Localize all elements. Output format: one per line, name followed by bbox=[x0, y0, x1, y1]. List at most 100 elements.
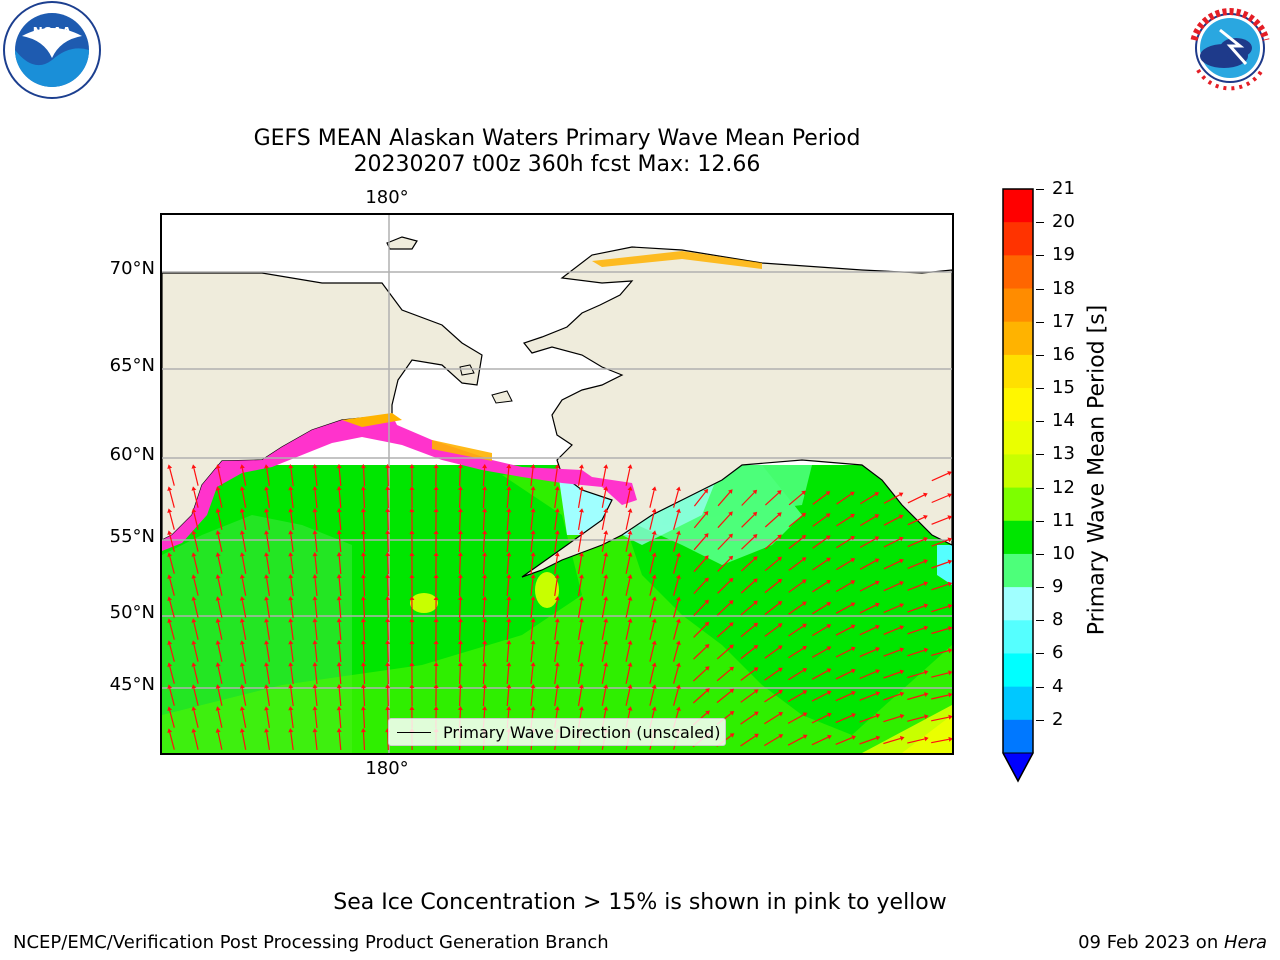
wave-arrow-head bbox=[778, 689, 783, 695]
wave-arrow bbox=[482, 577, 486, 597]
wave-arrow bbox=[788, 559, 804, 571]
wave-arrow bbox=[338, 687, 342, 707]
wave-arrow-head bbox=[433, 706, 439, 710]
wave-arrow-head bbox=[264, 530, 269, 535]
wave-arrow bbox=[764, 580, 780, 594]
wave-arrow bbox=[217, 468, 223, 486]
wave-arrow-head bbox=[752, 534, 758, 539]
wave-arrow-head bbox=[264, 684, 269, 689]
ocean-field-7s bbox=[937, 545, 952, 585]
colorbar-tick-mark bbox=[1036, 321, 1044, 323]
wave-arrow bbox=[859, 515, 877, 527]
wave-arrow bbox=[859, 626, 877, 636]
wave-arrow bbox=[241, 666, 247, 684]
wave-arrow bbox=[836, 515, 852, 527]
wave-arrow bbox=[338, 577, 342, 597]
wave-arrow bbox=[266, 534, 270, 552]
wave-arrow bbox=[577, 666, 583, 684]
colorbar-tick-mark bbox=[1036, 553, 1044, 555]
colorbar-segment bbox=[1003, 189, 1033, 223]
wave-arrow bbox=[836, 537, 852, 549]
wave-arrow-head bbox=[385, 530, 391, 535]
wave-arrow-head bbox=[433, 530, 439, 534]
wave-arrow bbox=[266, 578, 270, 596]
wave-arrow-head bbox=[215, 728, 221, 733]
wave-arrow bbox=[530, 490, 534, 508]
wave-arrow bbox=[673, 490, 679, 508]
wave-arrow-head bbox=[676, 552, 681, 557]
wave-arrow-head bbox=[361, 728, 366, 733]
wave-arrow bbox=[266, 512, 270, 530]
wave-arrow-head bbox=[506, 464, 512, 469]
wave-arrow-head bbox=[802, 668, 808, 673]
wave-arrow bbox=[625, 556, 631, 574]
wave-arrow bbox=[554, 600, 558, 618]
wave-arrow-head bbox=[874, 492, 880, 497]
wave-arrow-head bbox=[312, 574, 318, 579]
wave-arrow-head bbox=[385, 684, 391, 689]
wave-arrow-head bbox=[728, 555, 734, 561]
map-canvas bbox=[162, 215, 952, 753]
wave-arrow-head bbox=[777, 534, 782, 539]
wave-arrow-head bbox=[457, 596, 463, 601]
wave-arrow bbox=[241, 490, 247, 508]
wave-arrow bbox=[362, 467, 366, 487]
wave-arrow-head bbox=[433, 640, 439, 644]
wave-arrow-head bbox=[923, 625, 929, 631]
wave-arrow-head bbox=[651, 574, 657, 579]
wave-arrow-head bbox=[579, 618, 584, 623]
wave-arrow bbox=[530, 666, 534, 684]
wave-arrow-head bbox=[264, 486, 269, 491]
wave-arrow-head bbox=[704, 621, 710, 627]
wave-arrow-head bbox=[898, 514, 904, 520]
footer-date-text: 09 Feb 2023 on bbox=[1078, 932, 1224, 953]
wave-arrow bbox=[649, 644, 655, 662]
wave-arrow bbox=[482, 599, 486, 619]
wave-arrow bbox=[506, 643, 510, 663]
wave-arrow bbox=[836, 493, 852, 505]
wave-arrow-head bbox=[948, 670, 952, 676]
wave-arrow-head bbox=[802, 623, 807, 629]
wave-arrow bbox=[883, 649, 901, 657]
wave-arrow bbox=[193, 732, 199, 750]
wave-arrow bbox=[883, 693, 901, 701]
wave-arrow-head bbox=[778, 734, 784, 739]
lat-label-55n: 55°N bbox=[109, 526, 155, 547]
wave-arrow-head bbox=[409, 662, 415, 666]
wave-arrow bbox=[387, 511, 389, 531]
colorbar-tick-mark bbox=[1036, 388, 1044, 390]
wave-arrow bbox=[482, 511, 486, 531]
wave-arrow-head bbox=[651, 508, 657, 513]
wave-arrow bbox=[907, 738, 925, 744]
wave-arrow bbox=[811, 692, 829, 702]
wave-arrow bbox=[530, 512, 534, 530]
wave-arrow bbox=[693, 624, 707, 638]
colorbar-tick-mark bbox=[1036, 620, 1044, 622]
wave-arrow-head bbox=[899, 647, 905, 653]
ocean-field-yellow-patch bbox=[535, 572, 559, 608]
wave-arrow-head bbox=[457, 574, 463, 579]
wave-arrow-head bbox=[850, 602, 856, 607]
colorbar-segment bbox=[1003, 587, 1033, 621]
wave-arrow-head bbox=[264, 574, 269, 579]
colorbar-segment bbox=[1003, 686, 1033, 721]
wave-arrow-head bbox=[753, 600, 758, 606]
wave-arrow bbox=[812, 559, 828, 571]
wave-arrow-head bbox=[191, 530, 197, 535]
wave-arrow bbox=[859, 538, 877, 548]
wave-arrow bbox=[217, 600, 223, 618]
wave-arrow bbox=[673, 534, 679, 552]
wave-arrow bbox=[764, 536, 780, 550]
wave-arrow-head bbox=[704, 599, 709, 605]
wave-arrow-head bbox=[167, 618, 173, 623]
wave-arrow bbox=[835, 581, 853, 593]
wave-arrow bbox=[764, 713, 780, 725]
wave-arrow-head bbox=[923, 603, 929, 609]
wave-arrow bbox=[290, 644, 294, 662]
wave-arrow bbox=[787, 669, 805, 681]
wave-arrow bbox=[764, 691, 780, 703]
chart-subtitle: 20230207 t00z 360h fcst Max: 12.66 bbox=[353, 152, 761, 177]
wave-arrow bbox=[290, 688, 294, 706]
wave-arrow-head bbox=[215, 662, 221, 667]
wave-arrow bbox=[764, 625, 780, 637]
